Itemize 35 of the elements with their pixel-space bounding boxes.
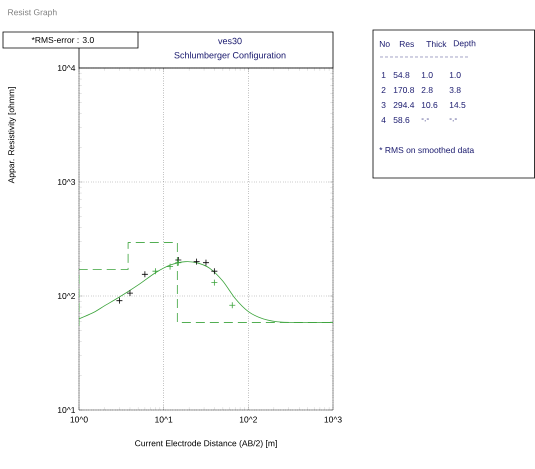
text: 3: [382, 102, 386, 108]
y-tick-label: 10^4: [58, 64, 76, 71]
text: 3.8: [450, 86, 461, 93]
text: 10.6: [422, 102, 438, 108]
text: 2: [382, 87, 386, 93]
text: *RMS-error : 3.0: [32, 36, 94, 43]
x-tick-label: 10^1: [155, 416, 172, 423]
x-tick-label: 10^0: [70, 416, 88, 423]
x-axis-title: Current Electrode Distance (AB/2) [m]: [135, 440, 277, 448]
text: -.-: [450, 118, 457, 122]
y-tick-label: 10^2: [58, 292, 76, 299]
text: 170.8: [394, 86, 414, 93]
text: 1.0: [422, 72, 433, 78]
x-tick-label: 10^3: [324, 416, 342, 423]
text: Res: [400, 41, 414, 47]
text: Resist Graph: [8, 9, 57, 17]
text: 1.0: [450, 72, 461, 78]
chart-subtitle: Schlumberger Configuration: [174, 52, 286, 60]
y-tick-label: 10^1: [58, 406, 76, 414]
y-tick-label: 10^3: [58, 178, 76, 185]
text: 58.6: [394, 116, 410, 123]
text: Thick: [426, 40, 447, 48]
x-tick-label: 10^2: [240, 416, 257, 423]
text: 294.4: [394, 102, 414, 108]
text: -.-: [422, 118, 429, 122]
text: 1: [382, 72, 386, 78]
text: 4: [381, 117, 386, 123]
chart-title: ves30: [218, 38, 242, 44]
text: 14.5: [450, 102, 466, 108]
text: 2.8: [422, 86, 433, 93]
text: 54.8: [394, 72, 410, 78]
text: Depth: [454, 40, 476, 48]
text: * RMS on smoothed data: [379, 146, 474, 154]
y-axis-title: Appar. Resistivity [ohmm]: [8, 87, 16, 184]
text: No: [380, 41, 390, 47]
